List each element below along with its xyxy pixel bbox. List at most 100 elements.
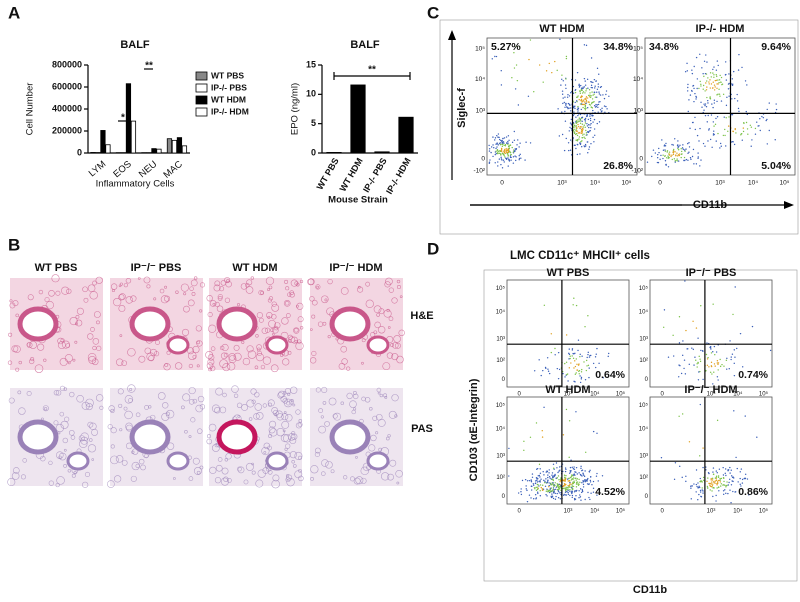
event-dot — [700, 101, 702, 103]
event-dot — [682, 144, 684, 146]
event-dot — [691, 155, 694, 158]
y-tick-label: 10² — [639, 358, 648, 364]
tissue-cell — [223, 476, 229, 482]
tissue-cell — [76, 395, 84, 403]
event-dot — [517, 104, 520, 106]
tissue-cell — [267, 399, 275, 407]
event-dot — [583, 101, 586, 103]
event-dot — [499, 150, 502, 153]
event-dot — [491, 58, 493, 60]
event-dot — [583, 479, 586, 481]
bar — [105, 144, 111, 154]
event-dot — [687, 110, 689, 113]
tissue-cell — [257, 469, 266, 478]
event-dot — [509, 152, 512, 154]
event-dot — [707, 477, 709, 479]
event-dot — [664, 155, 666, 157]
tissue-cell — [17, 390, 22, 395]
event-dot — [715, 500, 717, 502]
event-dot — [533, 487, 536, 489]
event-dot — [587, 118, 590, 121]
event-dot — [716, 362, 718, 364]
event-dot — [551, 474, 553, 476]
tissue-cell — [59, 411, 65, 417]
event-dot — [534, 494, 537, 496]
event-dot — [672, 153, 675, 156]
event-dot — [539, 480, 541, 482]
event-dot — [596, 96, 598, 98]
event-dot — [723, 116, 725, 118]
event-dot — [706, 121, 708, 123]
event-dot — [574, 105, 576, 107]
event-dot — [552, 492, 555, 494]
bar — [176, 137, 183, 154]
tissue-cell — [119, 293, 126, 300]
tissue-cell — [71, 473, 76, 478]
tissue-cell — [237, 466, 245, 474]
event-dot — [570, 107, 572, 109]
event-dot — [731, 113, 734, 116]
event-dot — [573, 126, 575, 129]
event-dot — [709, 96, 711, 98]
event-dot — [519, 142, 521, 144]
event-dot — [540, 486, 542, 489]
tissue-cell — [294, 339, 299, 344]
event-dot — [585, 145, 587, 147]
event-dot — [544, 485, 547, 487]
event-dot — [579, 143, 582, 146]
y-tick-label: 10⁴ — [639, 426, 649, 433]
event-dot — [705, 469, 707, 471]
event-dot — [745, 121, 748, 124]
event-dot — [691, 347, 693, 349]
event-dot — [563, 493, 565, 496]
tissue-cell — [395, 469, 403, 478]
tissue-cell — [214, 443, 219, 448]
airway — [129, 306, 171, 342]
event-dot — [558, 470, 560, 472]
event-dot — [567, 380, 569, 382]
tissue-cell — [396, 279, 401, 284]
event-dot — [719, 365, 722, 368]
event-dot — [564, 376, 566, 378]
event-dot — [682, 148, 685, 150]
event-dot — [708, 366, 710, 368]
event-dot — [554, 347, 556, 350]
event-dot — [708, 128, 710, 130]
tissue-cell — [211, 443, 220, 452]
event-dot — [741, 478, 744, 481]
event-dot — [539, 484, 542, 486]
event-dot — [507, 157, 509, 159]
event-dot — [661, 139, 663, 141]
event-dot — [589, 113, 591, 116]
event-dot — [571, 490, 573, 492]
event-dot — [731, 140, 733, 143]
airway — [329, 419, 371, 455]
event-dot — [581, 490, 584, 493]
tissue-cell — [327, 278, 333, 285]
event-dot — [565, 361, 568, 363]
tissue-cell — [322, 401, 327, 405]
event-dot — [559, 478, 562, 480]
event-dot — [725, 486, 727, 488]
event-dot — [697, 486, 700, 489]
annotation: ** — [145, 61, 153, 72]
tissue-cell — [286, 477, 295, 487]
x-tick-label: 10³ — [715, 180, 725, 187]
event-dot — [549, 491, 552, 493]
y-tick-label: 10⁴ — [633, 76, 643, 83]
event-dot — [590, 492, 592, 494]
event-dot — [568, 485, 571, 487]
tissue-cell — [245, 283, 250, 288]
event-dot — [536, 491, 539, 493]
tissue-cell — [262, 356, 272, 365]
event-dot — [748, 494, 750, 496]
event-dot — [507, 135, 510, 137]
x-tick-label: 10⁵ — [616, 391, 626, 398]
event-dot — [584, 84, 587, 86]
event-dot — [713, 89, 716, 91]
event-dot — [598, 73, 600, 75]
event-dot — [524, 159, 526, 161]
y-tick-label: 10⁵ — [496, 285, 506, 292]
event-dot — [550, 496, 553, 499]
x-tick-label: 10³ — [707, 392, 716, 398]
